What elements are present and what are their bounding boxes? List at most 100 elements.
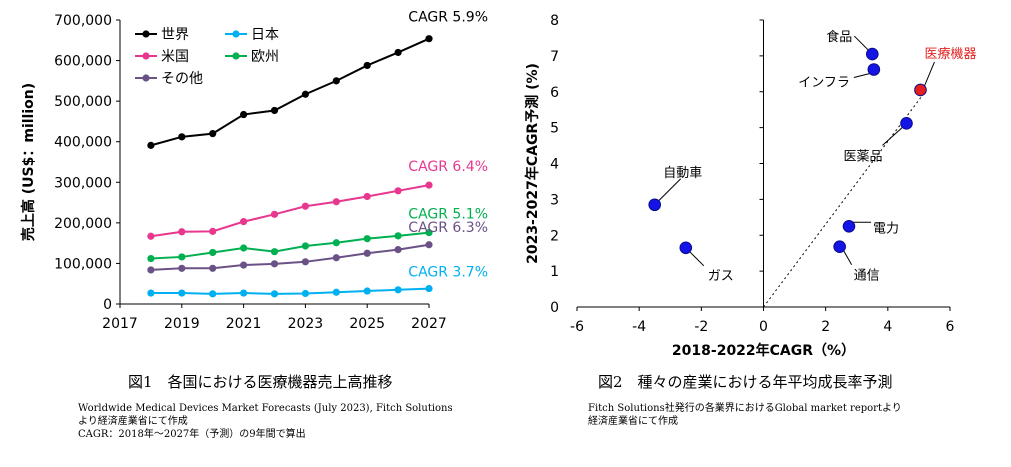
y-tick-label: 300,000	[54, 175, 112, 191]
legend-marker-世界	[142, 30, 150, 38]
x-axis-label: 2018-2022年CAGR（%）	[672, 342, 855, 359]
data-point-日本	[332, 288, 340, 296]
y-tick-label: 8	[550, 13, 559, 29]
data-point-世界	[363, 61, 371, 70]
data-point-日本	[270, 290, 279, 298]
y-tick-label: 700,000	[54, 13, 112, 29]
y-tick-label: 600,000	[54, 54, 112, 70]
legend-label-その他: その他	[161, 71, 203, 87]
y-tick-label: 200,000	[54, 216, 112, 232]
data-point-日本	[240, 289, 248, 297]
data-point-米国	[270, 210, 279, 218]
data-point-米国	[178, 228, 186, 236]
data-point-欧州	[332, 239, 340, 247]
y-tick-label: 6	[550, 85, 559, 101]
point-label-医薬品: 医薬品	[843, 149, 882, 164]
cagr-annotation-欧州: CAGR 5.1%	[408, 207, 488, 223]
point-label-電力: 電力	[873, 221, 899, 236]
x-tick-label: 0	[759, 319, 768, 335]
point-label-ガス: ガス	[708, 269, 734, 284]
cagr-annotation-日本: CAGR 3.7%	[408, 265, 488, 281]
data-point-その他	[240, 261, 248, 269]
x-tick-label: -4	[632, 319, 646, 335]
y-axis-label: 売上高 (US$：million)	[20, 83, 37, 241]
data-point-その他	[332, 254, 340, 262]
data-point-世界	[270, 106, 279, 115]
data-point-インフラ	[867, 63, 881, 76]
x-tick-label: 2027	[411, 316, 447, 332]
point-label-医療機器: 医療機器	[924, 47, 976, 62]
data-point-日本	[209, 290, 217, 298]
x-tick-label: 2017	[102, 316, 138, 332]
data-point-欧州	[425, 228, 433, 237]
x-tick-label: 2023	[288, 316, 324, 332]
source-note-right-line1: Fitch Solutions社発行の各業界におけるGlobal market …	[588, 403, 902, 414]
data-point-その他	[147, 266, 155, 274]
x-tick-label: -6	[570, 319, 584, 335]
data-point-電力	[842, 219, 856, 233]
source-note-left-line1: Worldwide Medical Devices Market Forecas…	[78, 403, 453, 414]
series-line-日本	[150, 287, 430, 295]
legend-label-欧州: 欧州	[251, 49, 279, 65]
data-point-世界	[209, 130, 217, 138]
series-line-米国	[150, 184, 430, 238]
data-point-日本	[363, 287, 371, 295]
data-point-その他	[301, 258, 309, 266]
data-point-その他	[363, 249, 371, 257]
scatter-chart-industry-cagr: -6 -4 -2 0 2 4 6 0 1 2 3 4 5 6 7 8 2018-2022年CAGR（%） 2023…	[524, 13, 976, 359]
data-point-米国	[147, 232, 155, 240]
leader-line-インフラ	[853, 73, 870, 78]
leader-line-ガス	[689, 251, 705, 267]
y-tick-label: 7	[550, 49, 559, 65]
x-tick-label: 6	[946, 319, 955, 335]
y-axis-label: 2023-2027年CAGR予測 (%)	[524, 63, 541, 264]
y-tick-label: 4	[550, 157, 559, 173]
data-point-その他	[209, 264, 217, 272]
legend-label-米国: 米国	[161, 49, 189, 65]
data-point-世界	[425, 35, 433, 43]
y-tick-label: 400,000	[54, 135, 112, 151]
cagr-annotation-その他: CAGR 6.3%	[408, 220, 488, 236]
data-point-世界	[240, 110, 248, 119]
x-tick-label: 4	[883, 319, 892, 335]
source-note-right-line2: 経済産業省にて作成	[588, 416, 678, 427]
point-label-通信: 通信	[854, 269, 880, 284]
y-tick-label: 5	[550, 121, 559, 137]
figure-2-caption: 図2 種々の産業における年平均成長率予測	[598, 373, 893, 391]
data-point-欧州	[301, 242, 309, 250]
data-point-米国	[240, 218, 248, 226]
data-point-世界	[301, 90, 309, 98]
data-point-その他	[425, 241, 433, 249]
y-tick-label: 100,000	[54, 256, 112, 272]
series-line-その他	[150, 243, 430, 271]
legend-marker-欧州	[232, 52, 240, 60]
legend-marker-米国	[142, 52, 150, 60]
data-point-米国	[332, 198, 340, 206]
x-tick-label: 2021	[226, 316, 262, 332]
data-point-米国	[209, 227, 217, 235]
x-tick-label: -2	[694, 319, 708, 335]
figure-1-caption: 図1 各国における医療機器売上高推移	[128, 373, 393, 391]
cagr-annotation-米国: CAGR 6.4%	[408, 159, 488, 175]
series-line-欧州	[150, 231, 430, 260]
data-point-日本	[147, 289, 155, 297]
data-point-医薬品	[900, 117, 913, 130]
legend-marker-その他	[142, 74, 150, 82]
data-point-米国	[363, 192, 371, 201]
data-point-食品	[865, 47, 879, 61]
data-point-欧州	[270, 248, 279, 256]
legend-label-世界: 世界	[161, 27, 189, 43]
leader-line-医薬品	[882, 126, 903, 146]
source-note-left-line2: より経済産業省にて作成	[78, 416, 188, 427]
data-point-その他	[178, 264, 186, 272]
leader-line-通信	[843, 250, 853, 265]
line-chart-medical-device-sales: 0 100,000 200,000 300,000 400,000 500,000 600,…	[20, 10, 488, 332]
data-point-欧州	[363, 235, 371, 243]
data-point-米国	[425, 181, 433, 189]
leader-line-医療機器	[924, 61, 935, 87]
leader-line-食品	[853, 35, 869, 51]
data-point-世界	[332, 77, 340, 85]
point-label-食品: 食品	[826, 29, 852, 45]
data-point-世界	[147, 141, 155, 149]
y-tick-label: 3	[550, 192, 559, 208]
